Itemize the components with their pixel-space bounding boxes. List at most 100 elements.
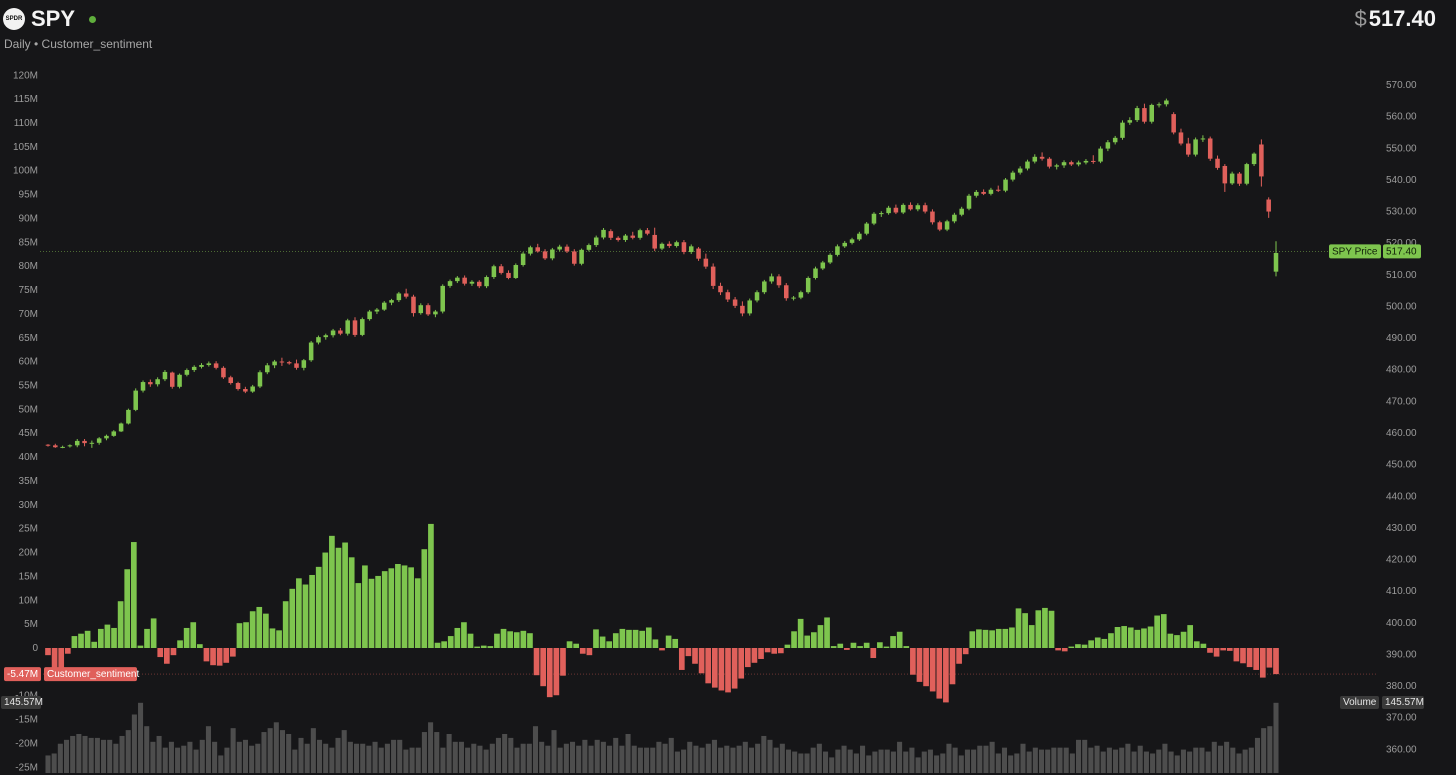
- volume-label-tag-box: [1340, 696, 1379, 709]
- volume-bar: [249, 745, 255, 773]
- sentiment-bar: [956, 648, 962, 664]
- sentiment-bar: [533, 648, 540, 676]
- sentiment-bar: [1127, 627, 1134, 648]
- volume-bar: [637, 747, 643, 773]
- candle-body: [1134, 108, 1140, 121]
- left-axis-tick: 10M: [19, 595, 38, 606]
- candle-body: [871, 213, 877, 224]
- volume-bar: [897, 741, 903, 773]
- candle-body: [696, 248, 701, 259]
- volume-bar: [199, 739, 205, 773]
- candle-body: [601, 229, 606, 238]
- candle-body: [301, 360, 307, 368]
- candle-body: [243, 389, 248, 392]
- volume-bar: [187, 741, 193, 773]
- candle-body: [988, 189, 994, 194]
- sentiment-bar: [903, 646, 910, 648]
- volume-bar: [286, 734, 292, 773]
- volume-bar: [1205, 751, 1211, 773]
- sentiment-bar: [863, 642, 870, 648]
- volume-bar: [903, 751, 909, 773]
- volume-bar: [705, 743, 711, 773]
- candle-body: [221, 367, 226, 378]
- sentiment-bar: [315, 566, 322, 648]
- candle-body: [418, 305, 424, 314]
- sentiment-bar: [1226, 648, 1233, 651]
- sentiment-bar: [84, 630, 91, 648]
- sentiment-bar: [738, 648, 745, 679]
- volume-bar: [1038, 749, 1045, 773]
- volume-bar: [162, 747, 168, 773]
- volume-bar: [316, 739, 323, 773]
- sentiment-bar: [78, 633, 84, 648]
- sentiment-bar: [1266, 648, 1273, 668]
- candle-body: [1200, 138, 1206, 140]
- sentiment-bar: [910, 648, 916, 675]
- candle-body: [879, 213, 884, 215]
- sentiment-bar: [441, 641, 447, 648]
- volume-bar: [483, 749, 489, 773]
- price-axis-tick: 470.00: [1386, 396, 1417, 407]
- candle-body: [191, 366, 197, 371]
- volume-bar: [82, 735, 88, 773]
- sentiment-bar: [1134, 629, 1141, 648]
- candle-body: [667, 243, 672, 247]
- candle-body: [1193, 139, 1198, 155]
- volume-bar: [810, 747, 816, 773]
- left-axis-tick: -15M: [15, 715, 38, 726]
- volume-bar: [1150, 753, 1156, 773]
- candle-body: [308, 342, 314, 361]
- sentiment-bar: [348, 557, 355, 648]
- candle-body: [710, 266, 716, 286]
- candle-body: [725, 292, 731, 300]
- candle-body: [360, 319, 365, 335]
- volume-bar: [650, 747, 656, 773]
- volume-bar: [224, 747, 230, 773]
- sentiment-bar: [791, 631, 797, 648]
- currency-symbol: $: [1354, 6, 1367, 31]
- volume-bar: [847, 749, 853, 773]
- sentiment-bar: [976, 629, 982, 648]
- sentiment-bar: [659, 648, 665, 651]
- candle-body: [1127, 120, 1133, 123]
- candle-body: [623, 235, 628, 241]
- sentiment-bar: [249, 611, 256, 648]
- volume-bar: [1230, 747, 1236, 773]
- sentiment-bar: [1167, 633, 1174, 648]
- volume-bar: [1267, 726, 1273, 773]
- volume-bar: [508, 737, 514, 773]
- left-axis-tick: 25M: [19, 524, 38, 535]
- sentiment-bar: [1147, 626, 1154, 648]
- volume-bar: [921, 751, 927, 773]
- sentiment-bar: [1233, 648, 1240, 662]
- sentiment-bar: [824, 617, 830, 648]
- candle-body: [111, 431, 117, 436]
- chart-subtitle: Daily • Customer_sentiment: [4, 37, 153, 51]
- candle-body: [630, 235, 636, 238]
- volume-bar: [45, 755, 51, 773]
- sentiment-bar: [170, 648, 177, 656]
- volume-bar: [107, 739, 113, 773]
- sentiment-bar: [480, 645, 487, 648]
- volume-bar: [1156, 749, 1162, 773]
- candle-body: [265, 365, 270, 373]
- sentiment-bar: [381, 571, 388, 648]
- volume-bar: [471, 743, 477, 773]
- volume-bar: [946, 743, 952, 773]
- sentiment-bar: [513, 632, 520, 648]
- sentiment-bar: [1207, 648, 1213, 653]
- sentiment-bar: [1121, 626, 1127, 648]
- price-axis-tick: 560.00: [1386, 112, 1417, 123]
- volume-bar: [1026, 751, 1032, 773]
- sentiment-bar: [197, 644, 203, 648]
- ticker-symbol[interactable]: SPY: [31, 6, 76, 31]
- volume-bar: [576, 745, 582, 773]
- sentiment-bar: [546, 648, 553, 698]
- candle-body: [1142, 108, 1147, 122]
- candle-body: [104, 435, 109, 439]
- candle-body: [148, 382, 153, 385]
- sentiment-bar: [896, 631, 903, 648]
- sentiment-bar: [58, 648, 65, 676]
- candle-body: [572, 251, 577, 264]
